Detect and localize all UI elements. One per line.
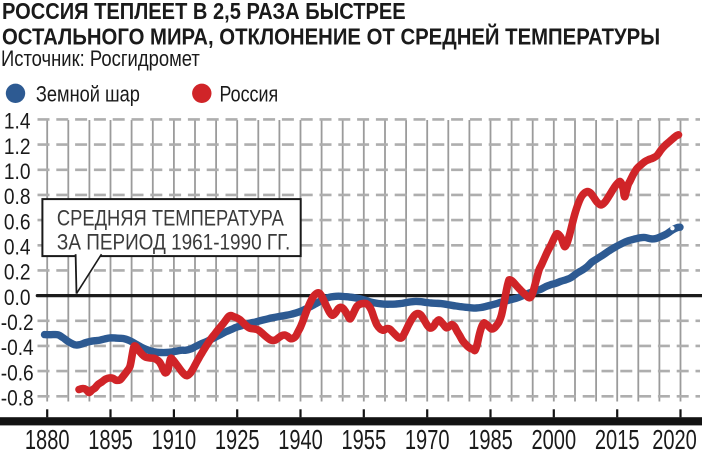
svg-text:0.2: 0.2 [4, 260, 31, 285]
svg-text:-0.6: -0.6 [1, 361, 34, 386]
svg-text:1.2: 1.2 [4, 135, 31, 160]
svg-text:ОСТАЛЬНОГО МИРА, ОТКЛОНЕНИЕ ОТ: ОСТАЛЬНОГО МИРА, ОТКЛОНЕНИЕ ОТ СРЕДНЕЙ Т… [2, 23, 660, 49]
svg-text:1955: 1955 [341, 425, 386, 453]
svg-text:0.0: 0.0 [4, 286, 31, 311]
svg-text:1925: 1925 [215, 425, 260, 453]
svg-text:1880: 1880 [25, 425, 70, 453]
svg-text:Источник: Росгидромет: Источник: Росгидромет [1, 48, 200, 72]
svg-text:РОССИЯ ТЕПЛЕЕТ В 2,5 РАЗА БЫСТ: РОССИЯ ТЕПЛЕЕТ В 2,5 РАЗА БЫСТРЕЕ [2, 0, 406, 24]
svg-text:2015: 2015 [595, 425, 640, 453]
svg-text:-0.4: -0.4 [1, 336, 34, 361]
svg-text:ЗА ПЕРИОД 1961-1990 ГГ.: ЗА ПЕРИОД 1961-1990 ГГ. [57, 230, 290, 255]
svg-text:2000: 2000 [531, 425, 576, 453]
svg-text:1985: 1985 [468, 425, 513, 453]
svg-text:0.4: 0.4 [4, 235, 31, 260]
svg-text:Россия: Россия [220, 83, 279, 107]
svg-text:-0.2: -0.2 [1, 311, 34, 336]
svg-text:1940: 1940 [278, 425, 323, 453]
svg-text:1895: 1895 [88, 425, 133, 453]
svg-text:0.6: 0.6 [4, 210, 31, 235]
svg-text:СРЕДНЯЯ ТЕМПЕРАТУРА: СРЕДНЯЯ ТЕМПЕРАТУРА [57, 207, 284, 231]
svg-text:1970: 1970 [405, 425, 450, 453]
svg-text:1.0: 1.0 [4, 160, 31, 185]
svg-text:2020: 2020 [652, 425, 697, 453]
svg-text:Земной шар: Земной шар [36, 83, 140, 107]
svg-text:1910: 1910 [152, 425, 197, 453]
svg-text:0.8: 0.8 [4, 185, 31, 210]
svg-text:1.4: 1.4 [4, 109, 31, 134]
svg-text:-0.8: -0.8 [1, 386, 34, 411]
